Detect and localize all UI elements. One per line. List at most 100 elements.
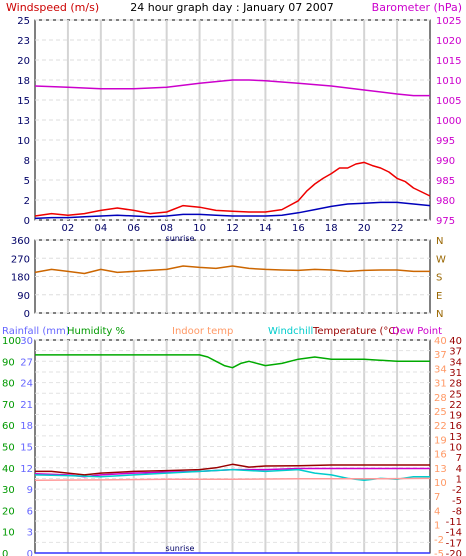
compass-tick: N	[436, 236, 443, 247]
temperature-line	[35, 463, 430, 476]
humidity-tick: 20	[2, 506, 15, 517]
rainfall-tick: 12	[20, 464, 33, 475]
windspeed-tick: 18	[17, 76, 30, 87]
x-tick-label: 10	[193, 223, 206, 234]
temperature-tick: -14	[446, 528, 462, 539]
rainfall-tick: 15	[20, 443, 33, 454]
indoor-temp-tick: 22	[434, 421, 447, 432]
barometer-label: Barometer (hPa)	[372, 1, 462, 14]
windspeed-tick: 25	[17, 16, 30, 27]
indoor-temp-label: Indoor temp	[172, 326, 233, 337]
direction-tick: 90	[17, 291, 30, 302]
humidity-tick: 70	[2, 400, 15, 411]
humidity-tick: 90	[2, 357, 15, 368]
x-tick-label: 06	[127, 223, 140, 234]
humidity-tick: 0	[2, 549, 8, 556]
indoor-temp-tick: 34	[434, 364, 447, 375]
barometer-tick: 1010	[436, 76, 461, 87]
temperature-tick: -20	[446, 549, 462, 556]
direction-tick: 270	[11, 254, 30, 265]
rainfall-tick: 30	[20, 336, 33, 347]
chart-title: 24 hour graph day : January 07 2007	[130, 1, 334, 14]
rainfall-label: Rainfall (mm)	[2, 326, 70, 337]
windspeed-tick: 13	[17, 116, 30, 127]
x-tick-label: 14	[259, 223, 272, 234]
indoor-temp-tick: -5	[434, 549, 444, 556]
humidity-tick: 100	[2, 336, 21, 347]
direction-tick: 180	[11, 273, 30, 284]
temperature-tick: 4	[456, 464, 462, 475]
temperature-tick: 16	[449, 421, 462, 432]
average-wind-line	[34, 201, 431, 220]
rainfall-tick: 3	[27, 528, 33, 539]
grid-lines	[35, 19, 430, 554]
compass-tick: N	[436, 309, 443, 320]
rainfall-tick: 0	[27, 549, 33, 556]
temperature-tick: -2	[452, 485, 462, 496]
barometer-tick: 980	[436, 196, 455, 207]
direction-tick: 360	[11, 236, 30, 247]
humidity-tick: 80	[2, 379, 15, 390]
rainfall-tick: 24	[20, 379, 33, 390]
temperature-tick: 31	[449, 368, 462, 379]
temperature-tick: 34	[449, 357, 462, 368]
temperature-tick: -17	[446, 538, 462, 549]
temperature-tick: -11	[446, 517, 462, 528]
indoor-temp-tick: 37	[434, 350, 447, 361]
barometer-tick: 995	[436, 136, 455, 147]
temperature-tick: 25	[449, 389, 462, 400]
indoor-temp-tick: 28	[434, 393, 447, 404]
barometer-line	[34, 79, 430, 97]
dew-point-label: Dew Point	[392, 326, 442, 337]
temperature-tick: -5	[452, 496, 462, 507]
x-tick-label: 12	[226, 223, 239, 234]
windspeed-tick: 23	[17, 36, 30, 47]
humidity-tick: 30	[2, 485, 15, 496]
windspeed-tick: 8	[24, 156, 30, 167]
direction-tick: 0	[24, 309, 30, 320]
barometer-tick: 1025	[436, 16, 461, 27]
humidity-tick: 10	[2, 528, 15, 539]
temperature-tick: 37	[449, 347, 462, 358]
direction-line	[34, 265, 430, 275]
sunrise-label-bottom: sunrise	[166, 544, 195, 553]
rainfall-tick: 6	[27, 506, 33, 517]
rainfall-tick: 27	[20, 357, 33, 368]
humidity-tick: 40	[2, 464, 15, 475]
indoor-temp-tick: 4	[434, 506, 440, 517]
windspeed-tick: 0	[24, 216, 30, 227]
tick-labels: 0204060810121416182022020406081012141618…	[2, 16, 462, 556]
windspeed-tick: 2	[24, 196, 30, 207]
humidity-line	[35, 354, 430, 369]
windchill-label: Windchill	[268, 326, 313, 337]
humidity-label: Humidity %	[67, 326, 125, 337]
x-tick-label: 16	[292, 223, 305, 234]
x-tick-label: 08	[160, 223, 173, 234]
windspeed-label: Windspeed (m/s)	[6, 1, 99, 14]
x-tick-label: 04	[94, 223, 107, 234]
gust-line	[34, 161, 431, 217]
windspeed-tick: 5	[24, 176, 30, 187]
indoor-temp-tick: -2	[434, 535, 444, 546]
indoor-line	[34, 477, 431, 481]
windspeed-tick: 20	[17, 56, 30, 67]
x-tick-label: 18	[325, 223, 338, 234]
windspeed-tick: 15	[17, 96, 30, 107]
rainfall-tick: 18	[20, 421, 33, 432]
barometer-tick: 975	[436, 216, 455, 227]
humidity-tick: 60	[2, 421, 15, 432]
barometer-tick: 990	[436, 156, 455, 167]
rainfall-tick: 21	[20, 400, 33, 411]
indoor-temp-tick: 19	[434, 435, 447, 446]
rainfall-tick: 9	[27, 485, 33, 496]
indoor-temp-tick: 16	[434, 450, 447, 461]
barometer-tick: 1020	[436, 36, 461, 47]
temperature-tick: 7	[456, 453, 462, 464]
barometer-tick: 1015	[436, 56, 461, 67]
temperature-tick: 19	[449, 411, 462, 422]
barometer-tick: 1005	[436, 96, 461, 107]
indoor-temp-tick: 31	[434, 379, 447, 390]
compass-tick: S	[436, 273, 442, 284]
temperature-tick: -8	[452, 506, 462, 517]
